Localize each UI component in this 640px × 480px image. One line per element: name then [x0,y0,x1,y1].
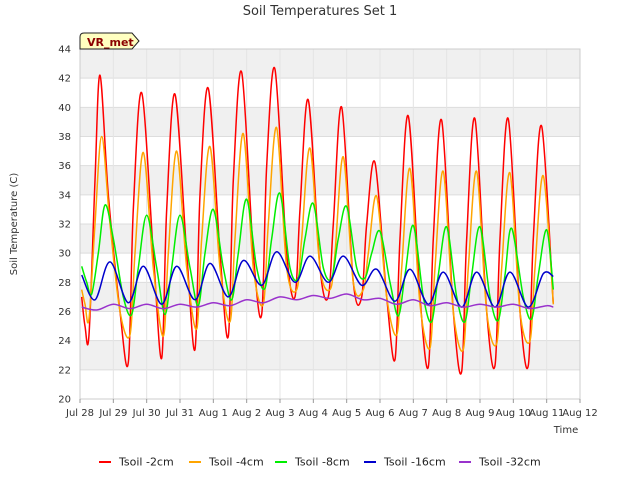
y-tick-label: 34 [58,190,71,201]
x-tick-label: Jul 30 [132,408,161,419]
y-tick-label: 22 [58,365,71,376]
x-tick-label: Aug 9 [465,408,494,419]
y-tick-label: 30 [58,249,71,260]
legend-label: Tsoil -16cm [383,456,446,469]
legend-item: Tsoil -32cm [459,456,541,469]
y-tick-label: 44 [58,45,71,56]
y-tick-label: 20 [58,395,71,406]
x-tick-label: Jul 31 [165,408,194,419]
x-axis-title: Time [553,425,578,436]
legend-label: Tsoil -8cm [294,456,350,469]
x-tick-label: Aug 7 [399,408,428,419]
y-tick-label: 24 [58,336,71,347]
plot-band [80,78,580,108]
plot-band [80,224,580,254]
series-line-tsoil-16cm [81,250,554,308]
x-axis-ticks: Jul 28 Jul 29 Jul 30 Jul 31 Aug 1 Aug 2 Aug 3 A… [65,399,598,419]
series-line-tsoil-32cm [81,293,554,311]
y-tick-label: 32 [58,220,71,231]
x-tick-label: Aug 1 [199,408,228,419]
plot-band [80,340,580,370]
plot-band [80,49,580,79]
vr-met-badge: VR_met [79,32,140,50]
legend-item: Tsoil -8cm [275,456,350,469]
y-axis-ticks: 20 22 24 26 28 30 32 34 36 38 40 42 44 [58,45,71,406]
legend: Tsoil -2cm Tsoil -4cm Tsoil -8cm Tsoil -16c… [99,456,541,469]
legend-item: Tsoil -16cm [364,456,446,469]
y-tick-label: 28 [58,278,71,289]
legend-item: Tsoil -2cm [99,456,174,469]
legend-label: Tsoil -32cm [478,456,541,469]
x-tick-label: Aug 10 [496,408,531,419]
y-axis-title: Soil Temperature (C) [9,173,20,276]
vr-met-badge-label: VR_met [87,36,134,49]
series-line-tsoil-8cm [80,192,555,324]
plot-band [80,107,580,137]
y-tick-label: 26 [58,307,71,318]
y-tick-label: 36 [58,161,71,172]
x-tick-label: Aug 6 [365,408,394,419]
plot-band [80,311,580,341]
y-tick-label: 40 [58,103,71,114]
series-layer [80,66,555,375]
legend-label: Tsoil -2cm [118,456,174,469]
plot-frame [79,48,581,400]
x-tick-label: Jul 29 [98,408,127,419]
legend-item: Tsoil -4cm [189,456,264,469]
x-tick-label: Aug 5 [332,408,361,419]
plot-band [80,136,580,166]
plot-band [80,369,580,399]
x-tick-label: Aug 8 [432,408,461,419]
y-tick-label: 38 [58,132,71,143]
legend-label: Tsoil -4cm [208,456,264,469]
plot-band [80,165,580,195]
x-tick-label: Aug 2 [232,408,261,419]
chart-title: Soil Temperatures Set 1 [243,4,398,19]
series-line-tsoil-2cm [80,66,555,375]
series-line-tsoil-4cm [80,126,555,352]
y-tick-label: 42 [58,74,71,85]
x-tick-label: Jul 28 [65,408,94,419]
x-tick-label: Aug 3 [265,408,294,419]
plot-band [80,194,580,224]
x-tick-label: Aug 11 [529,408,564,419]
x-tick-label: Aug 4 [299,408,328,419]
x-tick-label: Aug 12 [562,408,597,419]
